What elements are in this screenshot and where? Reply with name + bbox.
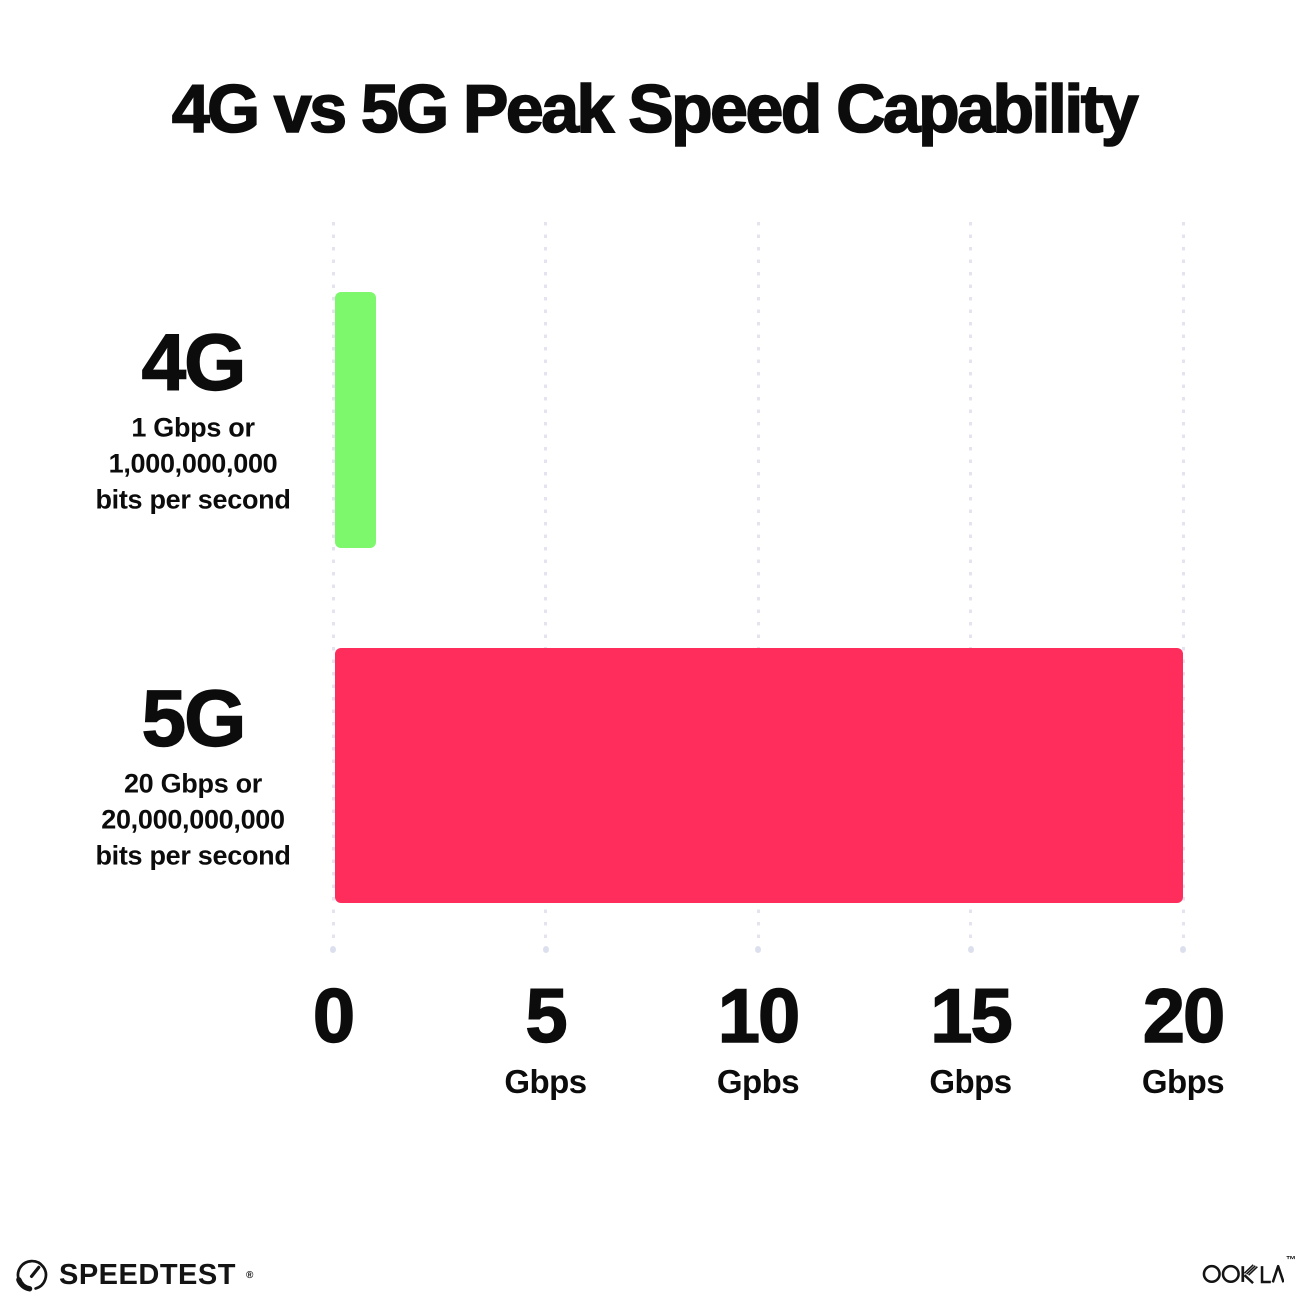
x-tick-unit: Gbps — [929, 1063, 1012, 1101]
gridline-20 — [1180, 222, 1186, 953]
row-label-5g: 5G 20 Gbps or 20,000,000,000 bits per secon… — [53, 673, 333, 873]
bar-row-4g: 4G 1 Gbps or 1,000,000,000 bits per second — [95, 292, 1183, 548]
ookla-trademark: ™ — [1286, 1255, 1296, 1266]
bar-row-5g: 5G 20 Gbps or 20,000,000,000 bits per secon… — [95, 648, 1183, 903]
x-tick-10: 10 Gpbs — [716, 974, 801, 1101]
gridline-15 — [967, 222, 974, 953]
speedtest-trademark: ® — [245, 1269, 254, 1281]
gridline-5 — [542, 222, 549, 953]
x-tick-number: 5 — [525, 974, 569, 1059]
x-tick-20: 20 Gbps — [1141, 974, 1226, 1101]
row-label-sub-4g: 1 Gbps or 1,000,000,000 bits per second — [95, 412, 291, 515]
gridline-0 — [330, 222, 336, 953]
bar-5g — [335, 648, 1183, 903]
x-tick-15: 15 Gbps — [929, 974, 1014, 1101]
ookla-logo: ™ — [1202, 1255, 1296, 1287]
x-tick-number: 0 — [312, 974, 356, 1059]
x-tick-number: 20 — [1142, 974, 1226, 1059]
row-label-sub-5g: 20 Gbps or 20,000,000,000 bits per second — [95, 768, 291, 870]
row-label-big-4g: 4G — [141, 317, 247, 407]
bar-4g — [335, 292, 376, 548]
x-tick-unit: Gbps — [504, 1063, 587, 1101]
x-tick-unit: Gbps — [1141, 1063, 1225, 1101]
x-tick-number: 10 — [717, 974, 801, 1059]
x-tick-unit: Gpbs — [716, 1063, 800, 1101]
speedtest-wordmark: SPEEDTEST — [59, 1258, 236, 1291]
speedtest-logo: SPEEDTEST ® — [14, 1257, 253, 1293]
gridline-10 — [755, 222, 761, 953]
x-tick-number: 15 — [930, 974, 1014, 1059]
row-label-big-5g: 5G — [141, 673, 247, 762]
ookla-wordmark — [1202, 1257, 1284, 1287]
plot-area: 4G 1 Gbps or 1,000,000,000 bits per second 5… — [95, 222, 1226, 1098]
x-tick-0: 0 — [312, 974, 356, 1059]
chart-title: 4G vs 5G Peak Speed Capability — [171, 70, 1139, 148]
speedtest-gauge-icon — [14, 1257, 50, 1293]
x-tick-5: 5 Gbps — [504, 974, 587, 1101]
row-label-4g: 4G 1 Gbps or 1,000,000,000 bits per second — [53, 317, 333, 518]
